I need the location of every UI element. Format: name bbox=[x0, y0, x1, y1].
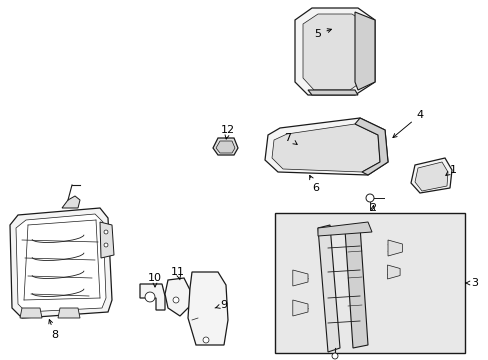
Polygon shape bbox=[317, 222, 371, 236]
Polygon shape bbox=[331, 353, 337, 359]
Polygon shape bbox=[410, 158, 451, 193]
Text: 4: 4 bbox=[392, 110, 423, 138]
Polygon shape bbox=[140, 284, 164, 310]
Text: 10: 10 bbox=[148, 273, 162, 287]
Polygon shape bbox=[62, 196, 80, 208]
Polygon shape bbox=[387, 240, 402, 256]
Polygon shape bbox=[294, 8, 374, 95]
Polygon shape bbox=[104, 230, 108, 234]
Polygon shape bbox=[271, 124, 379, 172]
Polygon shape bbox=[104, 243, 108, 247]
Polygon shape bbox=[354, 12, 374, 90]
Polygon shape bbox=[307, 90, 357, 95]
Polygon shape bbox=[414, 162, 447, 191]
Polygon shape bbox=[264, 118, 387, 175]
Polygon shape bbox=[187, 272, 227, 345]
Text: 12: 12 bbox=[221, 125, 235, 139]
Polygon shape bbox=[145, 292, 155, 302]
Polygon shape bbox=[292, 270, 307, 286]
Polygon shape bbox=[213, 138, 238, 155]
Polygon shape bbox=[58, 308, 80, 318]
Text: 6: 6 bbox=[309, 175, 319, 193]
Text: 9: 9 bbox=[215, 300, 227, 310]
Polygon shape bbox=[216, 141, 235, 153]
Polygon shape bbox=[20, 308, 42, 318]
FancyBboxPatch shape bbox=[274, 213, 464, 353]
Polygon shape bbox=[354, 118, 387, 175]
Polygon shape bbox=[303, 14, 366, 90]
Polygon shape bbox=[317, 225, 339, 352]
Polygon shape bbox=[100, 222, 114, 258]
Text: 1: 1 bbox=[445, 165, 456, 175]
Polygon shape bbox=[173, 297, 179, 303]
Text: 2: 2 bbox=[368, 203, 376, 213]
Polygon shape bbox=[164, 278, 190, 316]
Polygon shape bbox=[345, 226, 367, 348]
Text: 3: 3 bbox=[465, 278, 478, 288]
Polygon shape bbox=[292, 300, 307, 316]
Polygon shape bbox=[203, 337, 208, 343]
Polygon shape bbox=[16, 214, 106, 312]
Polygon shape bbox=[386, 265, 399, 279]
Text: 7: 7 bbox=[284, 133, 297, 144]
Polygon shape bbox=[366, 194, 373, 202]
Text: 8: 8 bbox=[49, 320, 59, 340]
Polygon shape bbox=[10, 208, 112, 318]
Text: 11: 11 bbox=[171, 267, 184, 280]
Text: 5: 5 bbox=[314, 29, 331, 39]
